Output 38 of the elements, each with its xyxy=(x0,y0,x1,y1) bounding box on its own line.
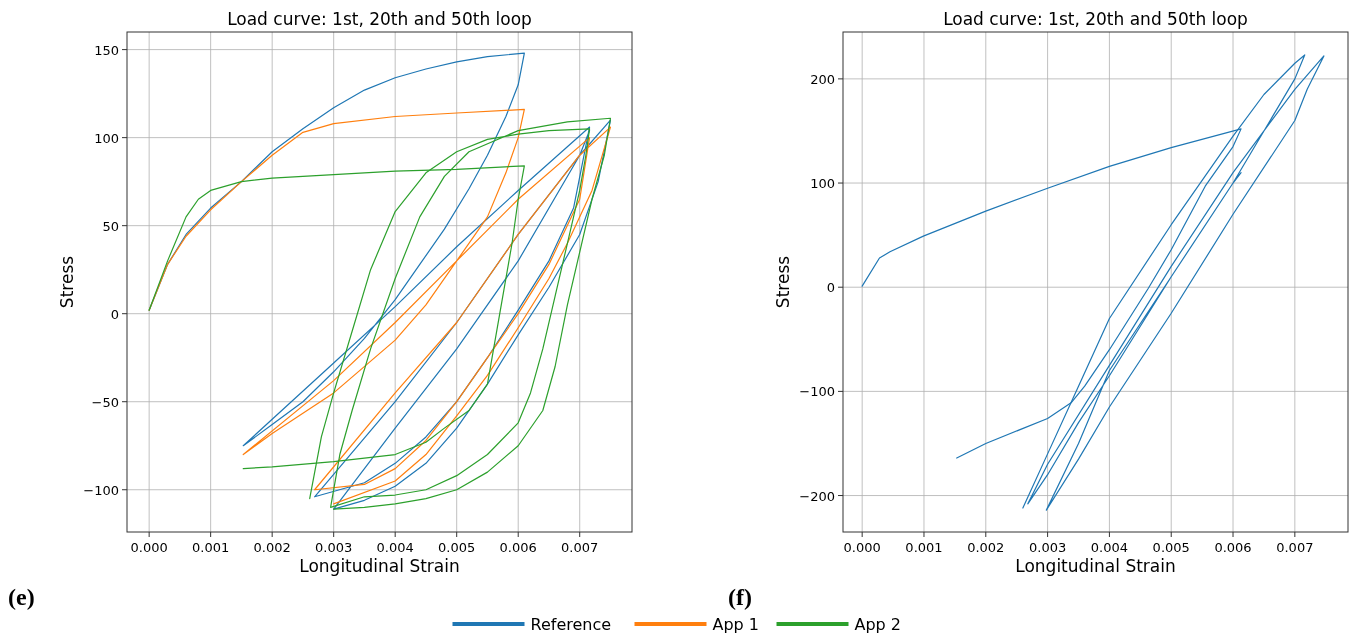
y-tick-label: −100 xyxy=(83,482,119,498)
x-tick-label: 0.003 xyxy=(1028,540,1067,555)
x-tick-label: 0.003 xyxy=(315,540,353,555)
y-tick-label: 200 xyxy=(810,71,835,87)
x-tick-label: 0.004 xyxy=(376,540,414,555)
x-tick-label: 0.004 xyxy=(1090,540,1129,555)
x-tick-label: 0.000 xyxy=(130,540,168,555)
x-axis-title: Longitudinal Strain xyxy=(299,556,460,576)
text: (f) xyxy=(728,584,752,610)
text: (e) xyxy=(8,584,35,610)
x-tick-label: 0.002 xyxy=(967,540,1005,555)
y-tick-label: 50 xyxy=(102,218,119,234)
legend-label: App 2 xyxy=(854,615,902,634)
x-tick-label: 0.000 xyxy=(843,540,881,555)
y-tick-label: −100 xyxy=(799,384,835,400)
x-tick-label: 0.002 xyxy=(253,540,291,555)
legend-label: App 1 xyxy=(712,615,760,634)
y-tick-label: −50 xyxy=(91,394,119,410)
x-tick-label: 0.001 xyxy=(905,540,943,555)
legend-label: Reference xyxy=(530,615,612,634)
x-tick-label: 0.006 xyxy=(1214,540,1252,555)
x-tick-label: 0.007 xyxy=(1276,540,1314,555)
y-axis-title: Stress xyxy=(57,255,77,309)
y-tick-label: 100 xyxy=(94,130,119,146)
x-tick-label: 0.007 xyxy=(561,540,599,555)
x-tick-label: 0.005 xyxy=(438,540,476,555)
x-axis-title: Longitudinal Strain xyxy=(1015,556,1176,576)
y-tick-label: 100 xyxy=(810,176,835,192)
x-tick-label: 0.005 xyxy=(1152,540,1190,555)
y-tick-label: 0 xyxy=(110,306,119,322)
y-axis-title: Stress xyxy=(773,255,793,309)
y-tick-label: 150 xyxy=(94,42,119,58)
x-tick-label: 0.006 xyxy=(499,540,537,555)
chart-title: Load curve: 1st, 20th and 50th loop xyxy=(943,9,1248,29)
y-tick-label: 0 xyxy=(826,280,835,296)
x-tick-label: 0.001 xyxy=(192,540,230,555)
y-tick-label: −200 xyxy=(799,488,835,504)
chart-title: Load curve: 1st, 20th and 50th loop xyxy=(227,9,532,29)
